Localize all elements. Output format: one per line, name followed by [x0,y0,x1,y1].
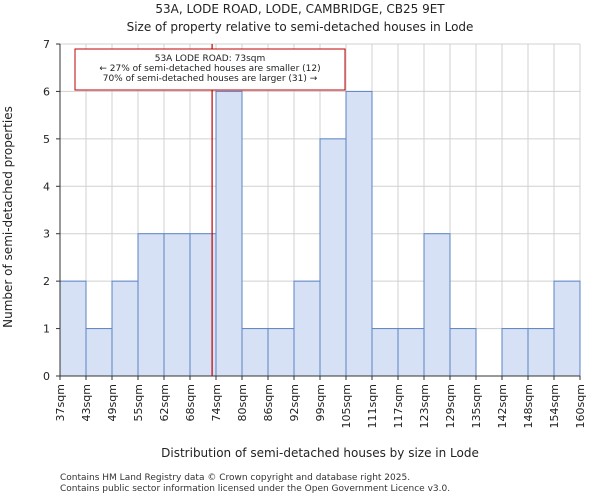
bars [59,90,581,377]
bar [345,90,373,377]
y-tick-label: 6 [43,85,50,98]
bar [111,280,139,377]
y-tick-label: 7 [43,38,50,51]
x-tick-label: 123sqm [418,384,431,428]
x-tick-label: 111sqm [366,384,379,428]
bar [319,138,347,377]
x-tick-label: 86sqm [262,384,275,421]
x-tick-label: 55sqm [132,384,145,421]
bar [371,328,399,377]
annotation-box [74,48,346,91]
x-tick-label: 92sqm [288,384,301,421]
property-marker: 53A LODE ROAD: 73sqm← 27% of semi-detach… [74,44,346,376]
y-ticks: 0 1 2 3 4 5 6 7 [43,38,60,383]
y-tick-label: 2 [43,275,50,288]
y-tick-label: 0 [43,370,50,383]
bar [423,233,451,377]
footer-licence: Contains public sector information licen… [60,484,451,494]
x-tick-label: 99sqm [314,384,327,421]
bar [59,280,87,377]
y-tick-label: 3 [43,228,50,241]
x-tick-label: 74sqm [210,384,223,421]
bar [215,90,243,377]
chart-subtitle: Size of property relative to semi-detach… [127,20,474,34]
bar [137,233,165,377]
bar [553,280,581,377]
footer-copyright: Contains HM Land Registry data © Crown c… [60,473,411,483]
bar [293,280,321,377]
x-tick-label: 43sqm [80,384,93,421]
annotation-line: 53A LODE ROAD: 73sqm [155,54,266,64]
x-tick-label: 117sqm [392,384,405,428]
y-tick-label: 5 [43,133,50,146]
annotation-line: 70% of semi-detached houses are larger (… [103,74,318,84]
x-tick-label: 68sqm [184,384,197,421]
x-tick-label: 105sqm [340,384,353,428]
x-tick-label: 37sqm [54,384,67,421]
bar [163,233,191,377]
bar [527,328,555,377]
bar [449,328,477,377]
bar [267,328,295,377]
bar [85,328,113,377]
x-tick-label: 142sqm [496,384,509,428]
x-axis-label: Distribution of semi-detached houses by … [161,446,479,460]
bar [501,328,529,377]
y-axis-label: Number of semi-detached properties [1,106,15,328]
x-tick-label: 129sqm [444,384,457,428]
x-tick-label: 154sqm [548,384,561,428]
x-tick-label: 135sqm [470,384,483,428]
y-tick-label: 1 [43,323,50,336]
bar [241,328,269,377]
bar [397,328,425,377]
annotation-line: ← 27% of semi-detached houses are smalle… [99,64,320,74]
x-ticks: 37sqm 43sqm 49sqm 55sqm 62sqm 68sqm 74sqm 80sqm… [54,376,587,428]
x-tick-label: 80sqm [236,384,249,421]
chart-title: 53A, LODE ROAD, LODE, CAMBRIDGE, CB25 9E… [155,2,445,16]
x-tick-label: 160sqm [574,384,587,428]
x-tick-label: 49sqm [106,384,119,421]
x-tick-label: 62sqm [158,384,171,421]
y-tick-label: 4 [43,180,50,193]
x-tick-label: 148sqm [522,384,535,428]
